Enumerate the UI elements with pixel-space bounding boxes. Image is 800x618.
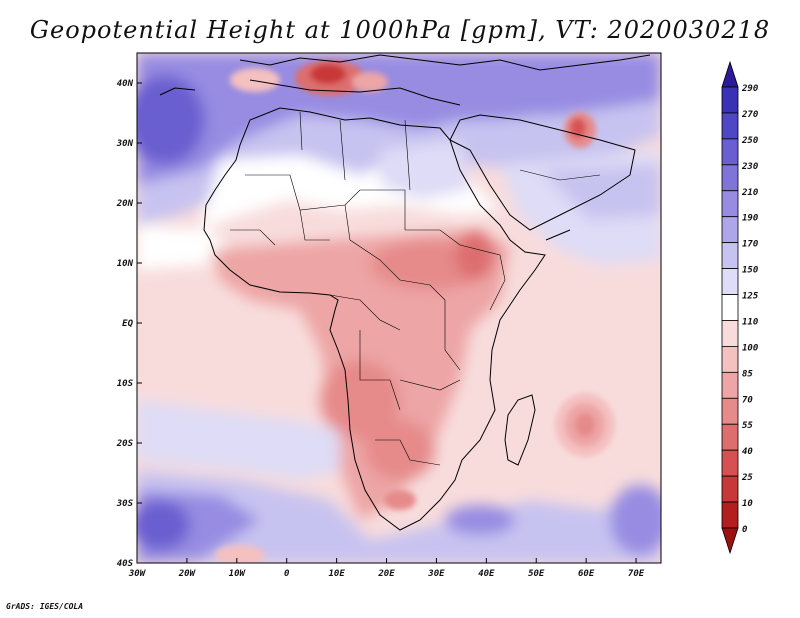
colorbar-label: 10 [742, 499, 753, 509]
colorbar-label: 70 [742, 395, 753, 405]
plot-frame [136, 52, 662, 564]
colorbar-bin [721, 86, 739, 114]
colorbar-bin [721, 449, 739, 477]
lon-tick-label: 0 [284, 569, 290, 579]
lon-tick-label: 20W [178, 569, 197, 579]
coastline [159, 54, 651, 531]
colorbar-bin [721, 397, 739, 425]
colorbar-bin [721, 190, 739, 218]
height-field [137, 53, 661, 563]
colorbar-label: 0 [742, 525, 748, 535]
colorbar-label: 55 [742, 421, 753, 431]
colorbar-bin [721, 371, 739, 399]
colorbar-bin [721, 268, 739, 295]
colorbar-label: 190 [742, 214, 759, 224]
colorbar-bin [721, 346, 739, 373]
colorbar-label: 100 [742, 343, 759, 353]
colorbar: 2902702502302101901701501251101008570554… [721, 60, 759, 555]
lat-tick-label: 20S [116, 439, 134, 449]
colorbar-bin [721, 501, 739, 529]
colorbar-bin [721, 423, 739, 451]
lon-axis: 30W 20W 10W 0 10E 20E 30E 40E 50E 60E 70E [128, 558, 645, 579]
colorbar-label: 110 [742, 317, 759, 327]
lon-tick-label: 10W [229, 569, 247, 579]
colorbar-bin [721, 475, 739, 503]
colorbar-label: 170 [742, 240, 759, 250]
lat-tick-label: 40S [117, 559, 134, 569]
lat-tick-label: 20N [116, 199, 134, 209]
lat-tick-label: 30S [116, 499, 134, 509]
lat-tick-label: 10N [117, 259, 134, 269]
lat-axis: 40N 30N 20N 10N EQ 10S 20S 30S 40S [116, 79, 142, 569]
lon-tick-label: 30W [128, 569, 147, 579]
lon-tick-label: 30E [427, 569, 445, 579]
colorbar-label: 290 [741, 84, 759, 94]
colorbar-label: 40 [742, 447, 753, 457]
lat-tick-label: 30N [116, 139, 134, 149]
grads-credit: GrADS: IGES/COLA [6, 602, 84, 611]
lon-tick-label: 40E [478, 569, 495, 579]
lat-tick-label: 40N [117, 79, 134, 89]
colorbar-extend-top [721, 60, 739, 88]
colorbar-label: 125 [742, 292, 759, 302]
colorbar-label: 150 [742, 266, 759, 276]
colorbar-label: 85 [742, 369, 753, 379]
lon-tick-label: 70E [628, 569, 645, 579]
colorbar-bin [721, 242, 739, 269]
colorbar-bin [721, 112, 739, 140]
lon-tick-label: 10E [328, 569, 345, 579]
colorbar-bin [721, 138, 739, 166]
colorbar-label: 210 [741, 188, 759, 198]
colorbar-bin [721, 216, 739, 244]
colorbar-label: 25 [741, 473, 753, 483]
lon-tick-label: 20E [377, 569, 395, 579]
colorbar-label: 270 [741, 110, 759, 120]
country-borders [230, 111, 601, 466]
colorbar-extend-bottom [721, 527, 739, 555]
colorbar-label: 250 [741, 136, 759, 146]
lat-tick-label: 10S [117, 379, 134, 389]
colorbar-bin [721, 294, 739, 321]
colorbar-bin [721, 164, 739, 192]
lat-tick-label: EQ [122, 319, 133, 329]
lon-tick-label: 60E [578, 569, 595, 579]
colorbar-bin [721, 320, 739, 347]
map-title: Geopotential Height at 1000hPa [gpm], VT… [29, 16, 771, 44]
colorbar-label: 230 [741, 162, 759, 172]
lon-tick-label: 50E [528, 569, 545, 579]
